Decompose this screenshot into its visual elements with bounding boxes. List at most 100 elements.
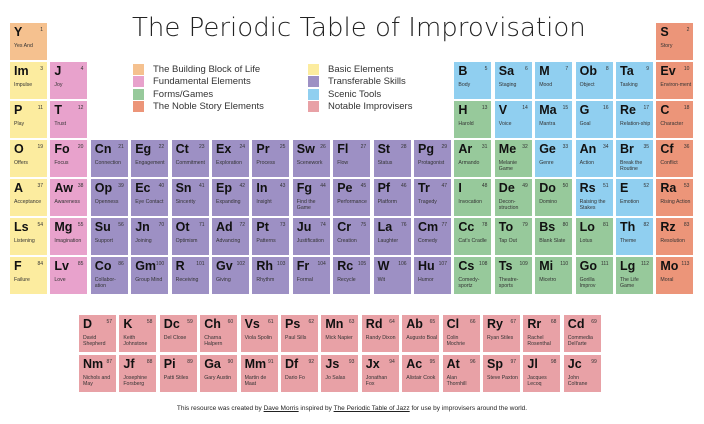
element-tile: Sa 6 Staging <box>494 62 532 99</box>
element-name: Offers <box>14 160 29 166</box>
element-tile: Lg 112 The Life Game <box>616 257 653 294</box>
legend-item: The Building Block of Life <box>133 63 260 75</box>
element-tile: Jc 99 John Coltrane <box>563 354 601 392</box>
element-symbol: Mi <box>539 259 554 273</box>
element-number: 88 <box>146 358 153 365</box>
legend-item: Forms/Games <box>133 88 213 100</box>
element-symbol: Ju <box>296 220 312 234</box>
element-name: Process <box>256 160 276 166</box>
element-symbol: Fr <box>296 259 310 273</box>
element-symbol: Ec <box>135 181 151 195</box>
element-tile: Ev 10 Environ-ment <box>656 62 694 99</box>
element-number: 48 <box>481 183 488 189</box>
element-tile: Do 50 Domino <box>535 179 573 216</box>
element-name: Acceptance <box>14 199 42 205</box>
element-number: 4 <box>80 66 84 72</box>
element-name: Steve Paxton <box>487 374 518 381</box>
element-tile: Ga 90 Gary Austin <box>200 354 238 392</box>
element-tile: To 79 Tap Out <box>494 218 532 255</box>
element-tile: A 37 Acceptance <box>10 179 47 216</box>
element-number: 45 <box>360 183 367 189</box>
element-symbol: Pr <box>256 142 270 156</box>
legend-label: The Building Block of Life <box>153 63 261 75</box>
element-symbol: A <box>14 181 24 195</box>
element-name: Support <box>94 238 113 244</box>
element-tile: Hu 107 Humor <box>414 257 451 294</box>
element-symbol: E <box>620 181 629 195</box>
element-symbol: Nm <box>83 356 104 371</box>
element-symbol: Pf <box>377 181 391 195</box>
element-name: Focus <box>54 160 69 166</box>
element-tile: Co 86 Collabor-ation <box>90 257 128 294</box>
element-tile: Cs 108 Comedy-sportz <box>454 257 492 294</box>
element-name: Platform <box>377 199 397 205</box>
element-symbol: Lo <box>579 220 595 234</box>
element-symbol: R <box>175 259 185 273</box>
element-tile: Nm 87 Nichols and May <box>79 354 116 392</box>
legend-swatch <box>308 88 319 100</box>
element-symbol: Ch <box>204 317 221 331</box>
element-number: 109 <box>519 261 528 267</box>
element-symbol: Pi <box>163 356 176 371</box>
element-number: 94 <box>389 358 395 365</box>
element-number: 95 <box>429 358 436 365</box>
element-number: 67 <box>510 319 516 325</box>
element-name: Del Close <box>163 335 187 341</box>
element-number: 81 <box>603 222 609 228</box>
element-name: Collabor-ation <box>94 277 116 289</box>
element-symbol: Fo <box>54 142 70 156</box>
element-tile: At 96 Alan Thornhill <box>442 354 480 392</box>
element-number: 52 <box>643 183 649 189</box>
element-number: 101 <box>196 261 205 267</box>
element-number: 63 <box>348 319 355 325</box>
element-symbol: To <box>498 220 514 234</box>
element-tile: Ec 40 Eye Contact <box>131 179 169 216</box>
element-name: Optimism <box>175 238 198 244</box>
element-name: Body <box>458 82 471 88</box>
element-number: 105 <box>357 261 367 267</box>
element-symbol: Sa <box>498 64 515 78</box>
element-name: Jo Salas <box>325 374 346 381</box>
element-number: 7 <box>565 66 569 72</box>
element-number: 35 <box>643 144 649 150</box>
element-number: 42 <box>239 183 245 189</box>
element-tile: Cr 75 Creation <box>333 218 371 255</box>
element-tile: Cm 77 Comedy <box>414 218 451 255</box>
element-symbol: Mn <box>325 317 344 331</box>
element-number: 74 <box>320 222 326 228</box>
source-link[interactable]: The Periodic Table of Jazz <box>333 405 410 412</box>
element-symbol: Tr <box>418 181 430 195</box>
element-symbol: Ob <box>579 64 597 78</box>
element-tile: Cf 36 Conflict <box>656 140 694 177</box>
element-tile: Jn 70 Joining <box>131 218 169 255</box>
element-symbol: Mg <box>54 220 73 234</box>
legend-item: Fundamental Elements <box>133 76 251 88</box>
element-name: Story <box>660 43 673 49</box>
element-name: Dario Fo <box>285 374 305 381</box>
element-number: 64 <box>389 319 395 325</box>
element-tile: V 14 Voice <box>494 101 532 138</box>
element-number: 76 <box>401 222 407 228</box>
element-symbol: M <box>539 64 550 78</box>
element-symbol: W <box>377 259 390 273</box>
element-name: Blank Slate <box>539 238 566 244</box>
element-tile: Rr 68 Rachel Rosenthal <box>523 315 561 352</box>
element-tile: T 12 Trust <box>50 101 88 138</box>
element-name: Melanie Game <box>498 160 517 172</box>
element-number: 50 <box>562 183 569 189</box>
author-link[interactable]: Dave Morris <box>263 405 299 412</box>
element-name: Status <box>377 160 393 166</box>
element-name: Cat's Cradle <box>458 238 487 244</box>
element-tile: Pe 45 Performance <box>333 179 371 216</box>
footer-suffix: for use by improvisers around the world. <box>409 405 528 412</box>
element-tile: Ep 42 Expanding <box>212 179 249 216</box>
element-tile: Sn 41 Sincerity <box>171 179 209 216</box>
element-name: Commitment <box>175 160 205 166</box>
element-symbol: Jx <box>365 356 380 371</box>
element-symbol: Ep <box>216 181 232 195</box>
element-number: 55 <box>77 222 84 228</box>
element-tile: Sw 26 Scenework <box>292 140 330 177</box>
element-name: Charna Halpern <box>204 335 223 347</box>
element-number: 111 <box>600 261 609 267</box>
element-symbol: Ts <box>498 259 513 273</box>
